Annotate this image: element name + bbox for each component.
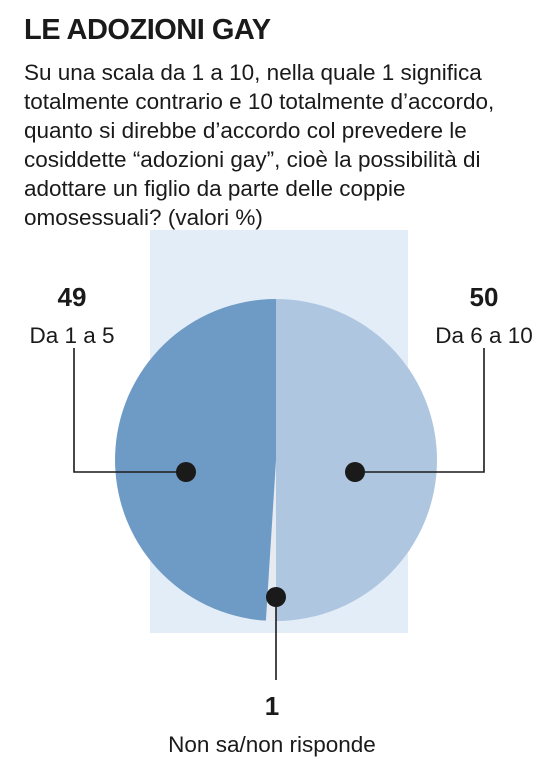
slice-non-sa-value: 1 bbox=[265, 691, 279, 721]
chart-subtitle: Su una scala da 1 a 10, nella quale 1 si… bbox=[24, 60, 495, 230]
slice-1-5-label: Da 1 a 5 bbox=[29, 323, 114, 348]
slice-non-sa-marker bbox=[266, 587, 286, 607]
leader-lines bbox=[73, 348, 485, 680]
slice-labels: 50 Da 6 a 10 1 Non sa/non risponde 49 Da 1 a … bbox=[29, 282, 532, 757]
slice-6-10 bbox=[276, 299, 437, 621]
pie-slices bbox=[115, 299, 437, 621]
slice-6-10-value: 50 bbox=[470, 282, 499, 312]
slice-non-sa-label: Non sa/non risponde bbox=[168, 732, 376, 757]
slice-6-10-marker bbox=[345, 462, 365, 482]
slice-1-5-leader-line bbox=[73, 348, 186, 473]
chart-title: LE ADOZIONI GAY bbox=[24, 14, 271, 46]
slice-non-sa bbox=[265, 460, 276, 621]
slice-1-5 bbox=[115, 299, 277, 621]
slice-1-5-marker bbox=[176, 462, 196, 482]
slice-6-10-leader-line bbox=[355, 348, 485, 473]
slice-6-10-label: Da 6 a 10 bbox=[435, 323, 533, 348]
slice-1-5-value: 49 bbox=[58, 282, 87, 312]
